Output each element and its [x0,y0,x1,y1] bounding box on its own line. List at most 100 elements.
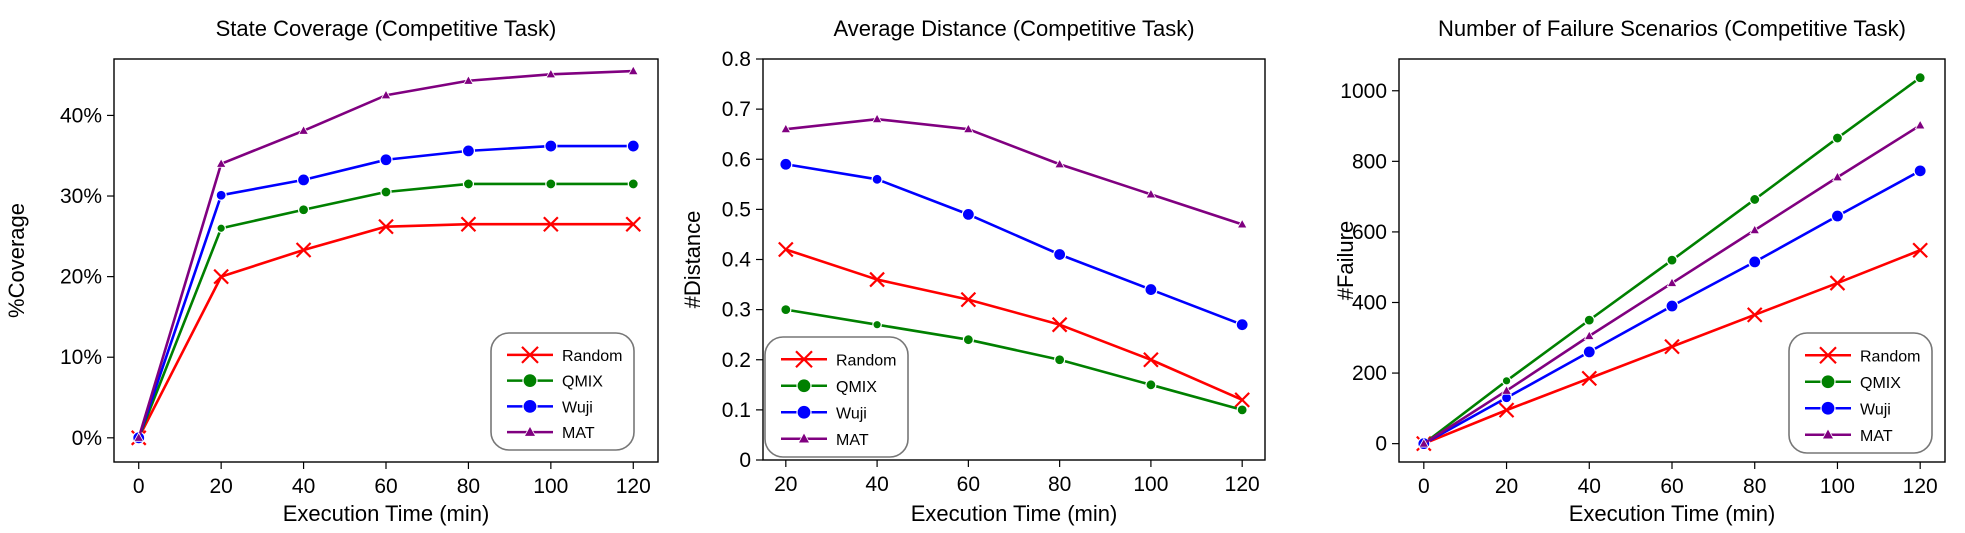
data-point [778,241,794,258]
legend-box [764,336,909,458]
x-tick-label: 60 [374,475,397,498]
data-point [626,139,640,153]
x-tick-label: 40 [292,475,315,498]
data-point [215,189,227,201]
data-point [1235,318,1249,332]
legend-marker [1820,374,1836,390]
data-point [871,113,883,124]
y-tick-label: 600 [1352,221,1387,244]
data-point [215,157,227,168]
data-point [1581,370,1598,387]
data-point [1236,218,1248,229]
data-point [1145,379,1157,391]
series-line [785,117,1243,226]
data-point [297,204,310,216]
data-point [379,153,393,167]
series-wuji [779,157,1249,332]
x-tick-label: 100 [1133,473,1168,496]
y-tick-label: 10% [60,346,102,369]
data-point [779,157,793,171]
legend-marker [523,425,537,437]
data-point [1913,164,1927,178]
data-point [1498,402,1515,418]
x-axis-label: Execution Time (min) [283,501,490,526]
legend-marker [1821,427,1835,440]
legend-label: QMIX [1860,375,1901,392]
data-point [1831,132,1844,144]
series-line [785,248,1243,402]
data-point [545,68,557,79]
y-tick-label: 400 [1352,291,1387,314]
legend-marker [796,378,812,394]
y-tick-label: 0.7 [722,98,751,121]
legend-marker [1819,346,1837,365]
x-tick-label: 80 [1743,475,1766,498]
chart-title: Number of Failure Scenarios (Competitive… [1438,16,1906,41]
y-tick-label: 40% [60,104,102,127]
legend-marker [521,346,539,364]
x-tick-label: 20 [209,475,232,498]
x-tick-label: 120 [1225,473,1260,496]
data-point [295,242,312,258]
data-point [1144,282,1158,297]
data-point [1054,354,1066,366]
x-tick-label: 0 [1418,475,1430,498]
data-point [960,291,977,308]
data-point [1749,193,1761,206]
legend-label: QMIX [562,374,603,391]
y-axis-label: #Distance [680,211,705,309]
legend-label: MAT [562,425,595,442]
y-tick-label: 0.5 [722,198,751,221]
legend: Random QMIX Wuji MAT [1788,332,1933,454]
data-point [462,178,475,190]
series-random [130,216,642,446]
x-tick-label: 120 [1903,475,1938,498]
data-point [380,89,392,100]
x-tick-label: 120 [616,475,651,498]
chart-3: Number of Failure Scenarios (Competitive… [1333,16,1946,526]
legend-marker [522,373,538,389]
y-tick-label: 0.4 [722,249,752,272]
data-point [962,123,974,134]
x-tick-label: 0 [133,475,145,498]
x-tick-label: 60 [1660,475,1683,498]
data-point [1665,299,1679,313]
data-point [1749,224,1761,235]
data-point [1501,384,1512,395]
data-point [1583,314,1595,326]
data-point [298,124,310,135]
data-point [133,432,145,442]
series-wuji [1417,164,1927,451]
data-point [1664,338,1680,355]
y-axis-label: %Coverage [4,203,29,318]
y-tick-label: 200 [1352,362,1387,385]
data-point [1914,72,1926,84]
legend-label: Random [562,348,622,365]
data-point [543,216,559,233]
data-point [1912,242,1928,259]
legend-label: MAT [836,432,869,449]
x-axis-label: Execution Time (min) [911,501,1118,526]
data-point [1914,119,1926,130]
y-tick-label: 30% [60,185,102,208]
data-point [1829,275,1846,291]
data-point [962,334,974,346]
data-point [380,186,392,198]
x-tick-label: 40 [1578,475,1601,498]
data-point [1054,158,1066,169]
y-tick-label: 0 [1375,433,1387,456]
y-tick-label: 20% [60,266,102,289]
data-point [1236,404,1248,416]
data-point [961,207,975,221]
data-point [1582,345,1596,359]
legend: Random QMIX Wuji MAT [490,332,635,451]
data-point [1666,254,1678,266]
series-mat [1418,119,1926,448]
legend-marker [795,350,813,369]
chart-title: Average Distance (Competitive Task) [833,16,1194,41]
data-point [296,173,311,187]
x-axis-label: Execution Time (min) [1569,501,1776,526]
legend-label: Wuji [1860,401,1891,418]
x-tick-label: 100 [1820,475,1855,498]
